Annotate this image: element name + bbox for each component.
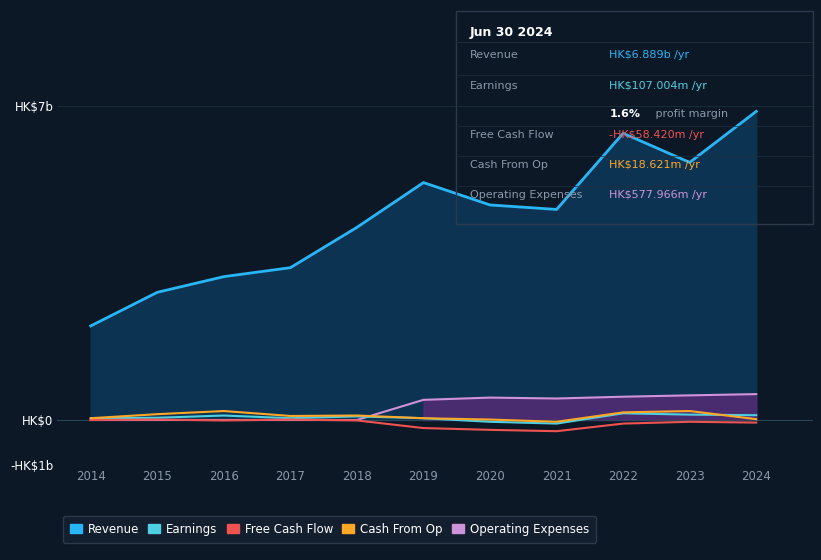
Text: Revenue: Revenue [470, 49, 519, 59]
Text: HK$6.889b /yr: HK$6.889b /yr [609, 49, 690, 59]
Text: Earnings: Earnings [470, 81, 518, 91]
Text: HK$107.004m /yr: HK$107.004m /yr [609, 81, 707, 91]
Text: Jun 30 2024: Jun 30 2024 [470, 26, 553, 39]
Text: -HK$58.420m /yr: -HK$58.420m /yr [609, 130, 704, 141]
Text: HK$577.966m /yr: HK$577.966m /yr [609, 190, 707, 200]
Text: Cash From Op: Cash From Op [470, 160, 548, 170]
Text: 1.6%: 1.6% [609, 109, 640, 119]
Text: Free Cash Flow: Free Cash Flow [470, 130, 553, 141]
Text: profit margin: profit margin [652, 109, 728, 119]
Text: HK$18.621m /yr: HK$18.621m /yr [609, 160, 700, 170]
Text: Operating Expenses: Operating Expenses [470, 190, 582, 200]
Legend: Revenue, Earnings, Free Cash Flow, Cash From Op, Operating Expenses: Revenue, Earnings, Free Cash Flow, Cash … [62, 516, 596, 543]
